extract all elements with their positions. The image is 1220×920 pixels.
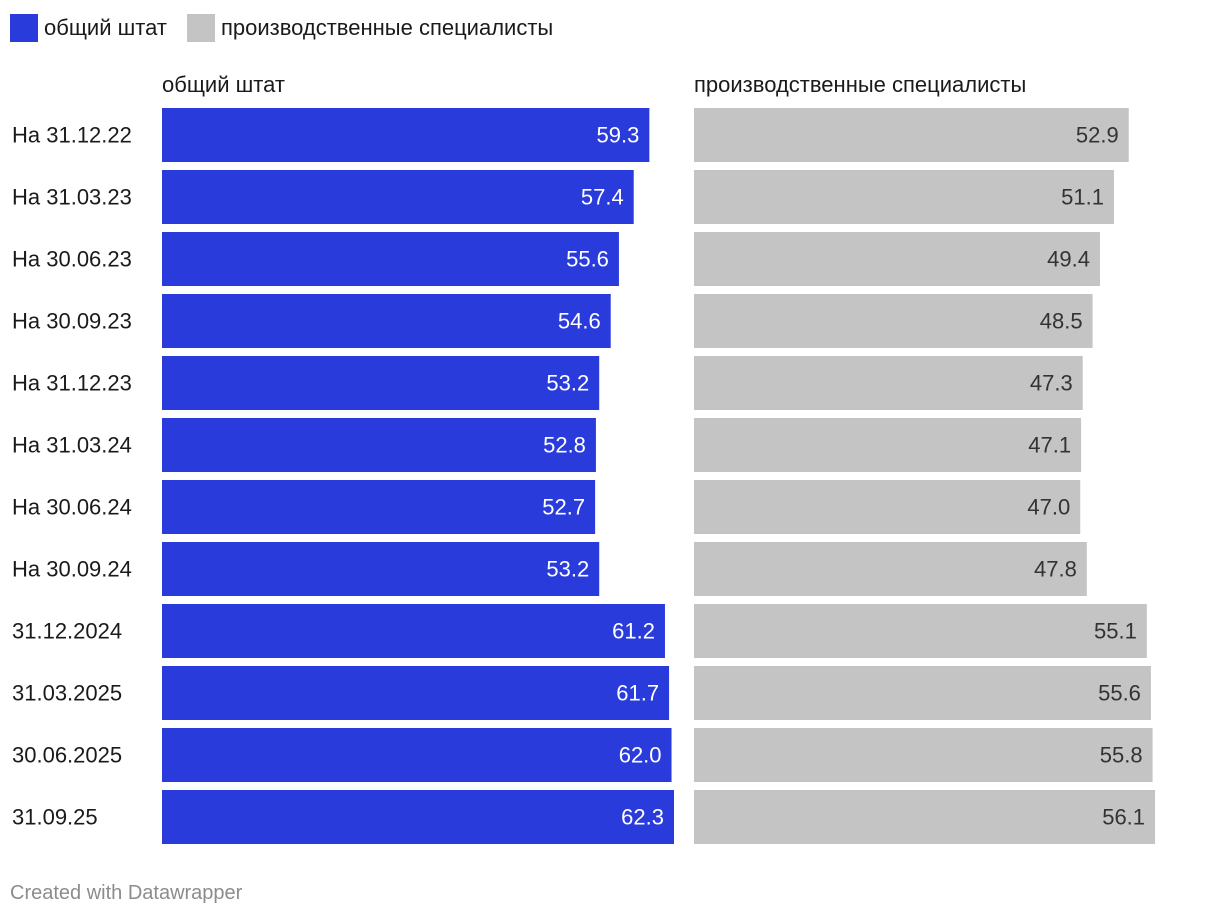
value-label-series0-1: 57.4 — [581, 185, 624, 210]
value-label-series1-7: 47.8 — [1034, 557, 1077, 582]
bar-series0-0 — [162, 108, 650, 162]
category-label-8: 31.12.2024 — [12, 619, 122, 644]
value-label-series1-11: 56.1 — [1102, 805, 1145, 830]
value-label-series1-10: 55.8 — [1100, 743, 1143, 768]
value-label-series0-9: 61.7 — [616, 681, 659, 706]
bar-series0-11 — [162, 790, 674, 844]
value-label-series1-5: 47.1 — [1028, 433, 1071, 458]
category-label-2: На 30.06.23 — [12, 247, 132, 272]
category-label-10: 30.06.2025 — [12, 743, 122, 768]
value-label-series1-1: 51.1 — [1061, 185, 1104, 210]
value-label-series0-3: 54.6 — [558, 309, 601, 334]
value-label-series1-0: 52.9 — [1076, 123, 1119, 148]
bar-series1-10 — [694, 728, 1153, 782]
value-label-series1-8: 55.1 — [1094, 619, 1137, 644]
category-label-7: На 30.09.24 — [12, 557, 132, 582]
bar-series1-9 — [694, 666, 1151, 720]
bar-series1-3 — [694, 294, 1093, 348]
panel-title-1: производственные специалисты — [694, 72, 1026, 97]
value-label-series0-6: 52.7 — [542, 495, 585, 520]
bar-series1-11 — [694, 790, 1156, 844]
legend-swatch-production-specialists — [186, 14, 215, 42]
legend-item-production-specialists: производственные специалисты — [186, 14, 554, 42]
bar-series0-6 — [162, 480, 596, 534]
value-label-series0-2: 55.6 — [566, 247, 609, 272]
bar-series1-8 — [694, 604, 1147, 658]
category-label-5: На 31.03.24 — [12, 433, 132, 458]
bar-series0-7 — [162, 542, 600, 596]
value-label-series0-0: 59.3 — [597, 123, 640, 148]
bar-chart: общий штат производственные специалисты На… — [12, 72, 1156, 844]
bar-series1-2 — [694, 232, 1100, 286]
legend-label-production-specialists: производственные специалисты — [220, 15, 554, 40]
bar-series1-5 — [694, 418, 1082, 472]
category-label-9: 31.03.2025 — [12, 681, 122, 706]
value-label-series0-8: 61.2 — [612, 619, 655, 644]
legend: общий штат производственные специалисты — [10, 12, 573, 44]
value-label-series1-2: 49.4 — [1047, 247, 1090, 272]
category-label-1: На 31.03.23 — [12, 185, 132, 210]
category-label-11: 31.09.25 — [12, 805, 98, 830]
value-label-series1-6: 47.0 — [1027, 495, 1070, 520]
bar-series0-8 — [162, 604, 665, 658]
bar-series0-9 — [162, 666, 670, 720]
legend-label-total-staff: общий штат — [44, 15, 167, 40]
bar-series0-3 — [162, 294, 611, 348]
value-label-series1-3: 48.5 — [1040, 309, 1083, 334]
footer-credit: Created with Datawrapper — [10, 882, 243, 904]
bar-series1-6 — [694, 480, 1081, 534]
bar-series1-0 — [694, 108, 1129, 162]
bar-series1-7 — [694, 542, 1087, 596]
category-label-3: На 30.09.23 — [12, 309, 132, 334]
value-label-series0-5: 52.8 — [543, 433, 586, 458]
value-label-series0-10: 62.0 — [619, 743, 662, 768]
category-label-6: На 30.06.24 — [12, 495, 132, 520]
bar-series0-1 — [162, 170, 634, 224]
bar-series1-4 — [694, 356, 1083, 410]
category-label-0: На 31.12.22 — [12, 123, 132, 148]
bar-series0-2 — [162, 232, 619, 286]
bar-series0-10 — [162, 728, 672, 782]
value-label-series0-7: 53.2 — [546, 557, 589, 582]
category-label-4: На 31.12.23 — [12, 371, 132, 396]
legend-item-total-staff: общий штат — [10, 14, 167, 42]
value-label-series1-4: 47.3 — [1030, 371, 1073, 396]
value-label-series1-9: 55.6 — [1098, 681, 1141, 706]
bar-series0-4 — [162, 356, 600, 410]
legend-swatch-total-staff — [10, 14, 38, 42]
value-label-series0-11: 62.3 — [621, 805, 664, 830]
value-label-series0-4: 53.2 — [546, 371, 589, 396]
bar-series1-1 — [694, 170, 1114, 224]
bar-series0-5 — [162, 418, 596, 472]
panel-title-0: общий штат — [162, 72, 285, 97]
